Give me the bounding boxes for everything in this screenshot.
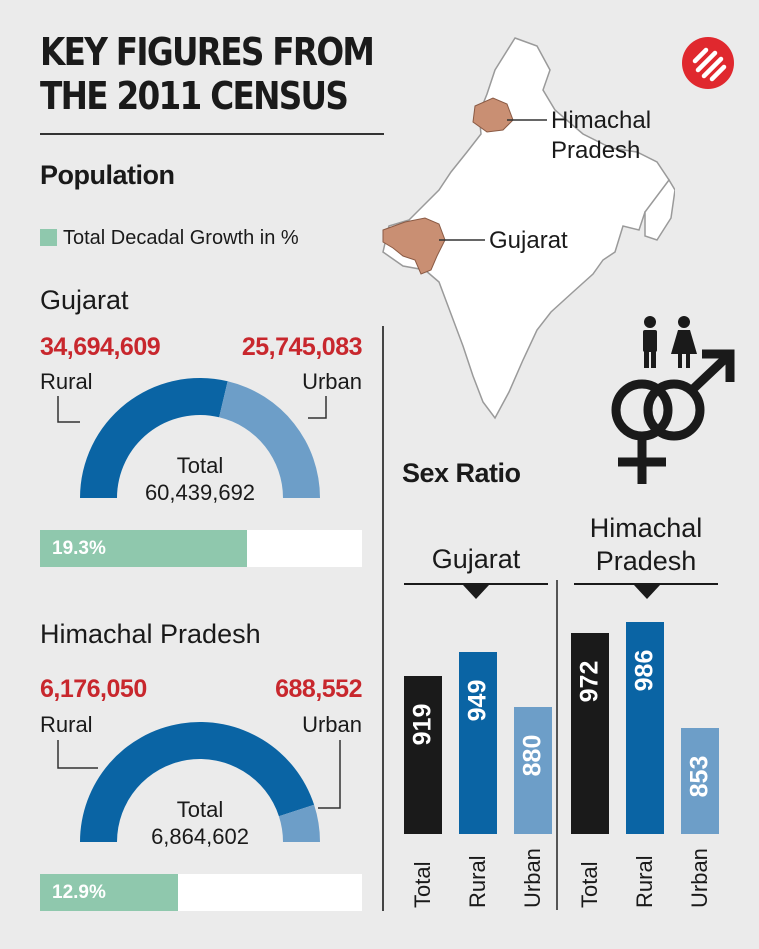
gujarat-growth-fill: [40, 530, 248, 567]
sex-ratio-group-himachal-line1: Himachal: [589, 513, 703, 543]
publisher-logo-icon: [682, 37, 734, 89]
gujarat-title: Gujarat: [40, 285, 129, 315]
northeast-region: [644, 178, 675, 241]
gujarat-urban-leader: [308, 396, 327, 419]
himachal-title: Himachal Pradesh: [40, 619, 261, 649]
gujarat-shape: [382, 217, 446, 275]
gujarat-urban-value: 25,745,083: [241, 333, 363, 361]
sex-ratio-axis-label: Total: [577, 861, 602, 908]
sex-ratio-bar-value: 853: [685, 755, 714, 798]
himachal-growth-fill: [40, 874, 179, 911]
legend-swatch: [40, 229, 57, 246]
sex-ratio-group-himachal-line2: Pradesh: [595, 546, 697, 576]
himachal-urban-leader: [318, 740, 341, 809]
sex-ratio-bar: 949: [459, 651, 497, 834]
sex-ratio-axis-label: Urban: [687, 848, 712, 908]
sex-ratio-bar: 919: [404, 675, 442, 834]
title-line-1: KEY FIGURES FROM: [40, 30, 375, 74]
himachal-rural-label: Rural: [40, 712, 93, 737]
himachal-total-label: Total: [176, 797, 224, 822]
gujarat-total-label: Total: [176, 453, 224, 478]
himachal-pradesh-shape: [472, 97, 514, 133]
sex-ratio-bar: 853: [681, 728, 719, 834]
section-divider: [382, 326, 384, 911]
group-divider: [556, 580, 558, 910]
himachal-urban-label: Urban: [302, 712, 362, 737]
gujarat-total-value: 60,439,692: [144, 480, 256, 505]
himachal-growth-label: 12.9%: [52, 882, 106, 903]
himachal-pointer-icon: [634, 585, 660, 599]
himachal-rural-leader: [57, 740, 98, 769]
sex-ratio-heading: Sex Ratio: [402, 458, 521, 488]
himachal-total-value: 6,864,602: [151, 824, 249, 849]
gujarat-rural-arc: [80, 378, 228, 498]
gujarat-total: Total 60,439,692: [120, 452, 280, 506]
male-person-icon: [643, 316, 657, 368]
himachal-total: Total 6,864,602: [120, 796, 280, 850]
venus-mars-icon: [611, 349, 735, 484]
himachal-rural-value: 6,176,050: [40, 675, 147, 703]
india-map: [382, 37, 675, 420]
himachal-urban-value: 688,552: [275, 675, 362, 703]
gujarat-pointer-icon: [463, 585, 489, 599]
gujarat-urban-arc: [219, 381, 320, 498]
sex-ratio-bar-value: 972: [575, 660, 604, 703]
map-label-himachal: Himachal Pradesh: [551, 106, 651, 166]
gujarat-urban-label: Urban: [302, 369, 362, 394]
page-title: KEY FIGURES FROM THE 2011 CENSUS: [40, 30, 375, 118]
gujarat-growth-bar: 19.3%: [40, 530, 362, 567]
gender-symbols-icon: [611, 316, 735, 484]
sex-ratio-bar: 986: [626, 622, 664, 834]
gujarat-growth-label: 19.3%: [52, 538, 106, 559]
growth-legend: Total Decadal Growth in %: [40, 227, 299, 250]
sex-ratio-group-himachal: Himachal Pradesh: [574, 512, 718, 578]
gujarat-rural-label: Rural: [40, 369, 93, 394]
map-label-himachal-line1: Himachal: [551, 107, 652, 134]
map-label-himachal-line2: Pradesh: [551, 137, 641, 164]
sex-ratio-axis-label: Urban: [520, 848, 545, 908]
gujarat-donut: [57, 378, 327, 498]
sex-ratio-axis-label: Rural: [465, 855, 490, 908]
himachal-rural-arc: [80, 722, 315, 842]
sex-ratio-group-gujarat: Gujarat: [431, 544, 521, 574]
gujarat-rural-leader: [57, 396, 80, 423]
population-heading: Population: [40, 160, 175, 190]
india-outline: [382, 37, 670, 420]
sex-ratio-axis-label: Rural: [632, 855, 657, 908]
sex-ratio-bar: 972: [571, 633, 609, 834]
legend-label: Total Decadal Growth in %: [63, 227, 299, 249]
title-rule: [40, 133, 384, 135]
himachal-growth-bar: 12.9%: [40, 874, 362, 911]
sex-ratio-bar-value: 880: [518, 734, 547, 776]
himachal-urban-arc: [278, 804, 320, 842]
title-line-2: THE 2011 CENSUS: [40, 74, 349, 118]
himachal-group-rule: [574, 583, 718, 585]
sex-ratio-bar-value: 986: [630, 649, 659, 692]
himachal-donut: [57, 722, 341, 842]
gujarat-rural-value: 34,694,609: [40, 333, 161, 361]
sex-ratio-bar-value: 919: [408, 703, 437, 745]
map-label-gujarat: Gujarat: [489, 227, 568, 254]
sex-ratio-bar-value: 949: [463, 679, 492, 721]
female-person-icon: [671, 316, 697, 368]
sex-ratio-axis-label: Total: [410, 861, 435, 908]
sex-ratio-bar: 880: [514, 706, 552, 834]
gujarat-group-rule: [404, 583, 548, 585]
